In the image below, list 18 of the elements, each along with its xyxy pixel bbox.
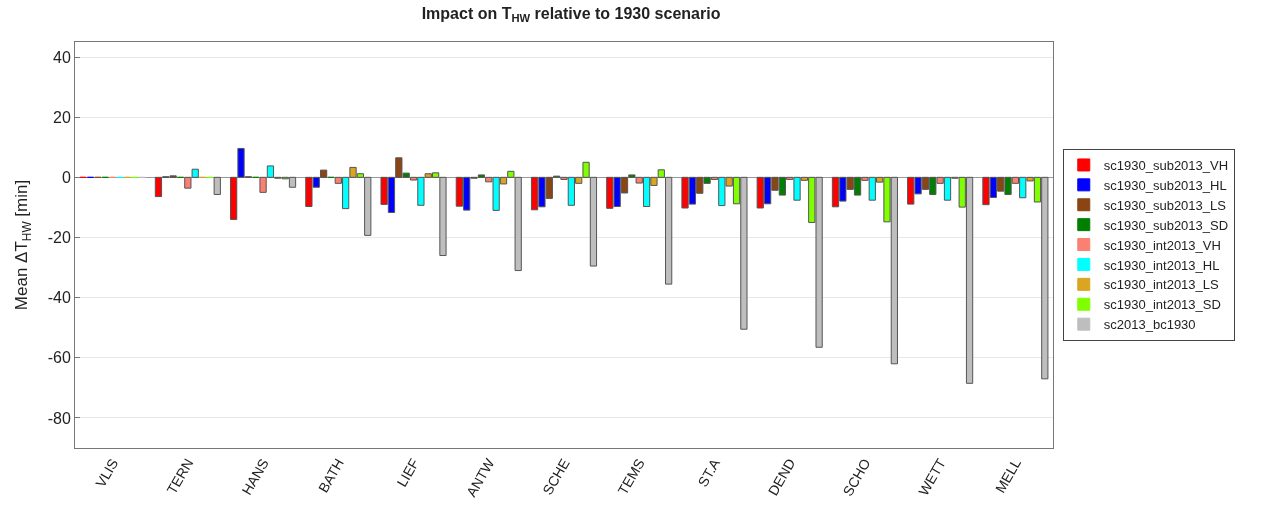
legend-label: sc1930_sub2013_VH: [1103, 158, 1229, 174]
y-tick-label: -60: [47, 349, 71, 367]
legend-label: sc1930_sub2013_LS: [1103, 197, 1227, 213]
legend-label: sc1930_int2013_SD: [1103, 297, 1221, 313]
y-tick-label: 20: [53, 108, 71, 126]
y-tick-label: -40: [47, 289, 71, 307]
y-tick-label: -20: [47, 229, 71, 247]
y-tick-label: 0: [61, 168, 71, 186]
legend-label: sc1930_int2013_LS: [1103, 277, 1220, 293]
legend-label: sc2013_bc1930: [1103, 317, 1196, 333]
chart-title: Impact on T$_{HW}$ relative to 1930 scenario: [421, 4, 721, 25]
legend-label: sc1930_int2013_VH: [1103, 237, 1221, 253]
legend-label: sc1930_sub2013_HL: [1103, 177, 1227, 193]
y-tick-label: 40: [53, 48, 71, 66]
y-tick-label: -80: [47, 409, 71, 427]
legend-label: sc1930_int2013_HL: [1103, 257, 1220, 273]
bar: [213, 176, 221, 195]
legend-label: sc1930_sub2013_SD: [1103, 217, 1229, 233]
